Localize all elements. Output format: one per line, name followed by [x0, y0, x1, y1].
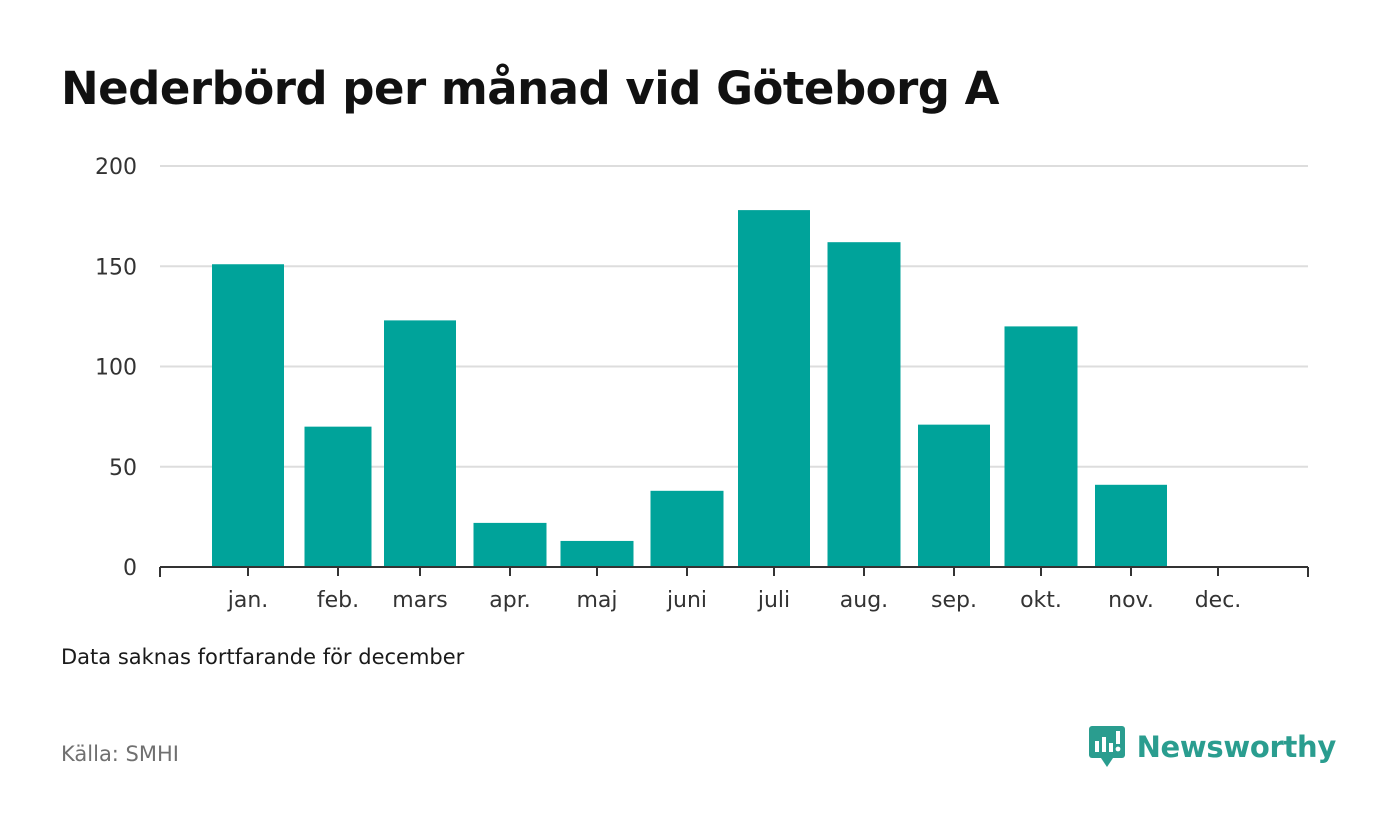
bar-juni: [650, 490, 724, 567]
bar-aug: [827, 242, 901, 567]
chart-title: Nederbörd per månad vid Göteborg A: [61, 62, 999, 115]
x-tick-label: feb.: [317, 588, 359, 613]
bar-okt: [1004, 326, 1078, 567]
y-tick-label: 200: [95, 155, 137, 180]
y-tick-label: 100: [95, 356, 137, 381]
x-tick-label: maj: [576, 588, 617, 613]
footnote: Data saknas fortfarande för december: [61, 645, 465, 669]
y-tick-label: 50: [109, 456, 137, 481]
newsworthy-logo-icon: [1088, 726, 1125, 767]
bar-juli: [738, 210, 810, 568]
bar-jan: [212, 264, 284, 567]
newsworthy-brand[interactable]: Newsworthy: [1088, 726, 1337, 768]
x-tick-label: sep.: [931, 588, 977, 613]
bar-apr: [473, 522, 547, 567]
bar-mars: [384, 320, 456, 567]
bar-feb: [304, 426, 372, 567]
bar-nov: [1095, 484, 1167, 567]
x-tick-label: okt.: [1020, 588, 1062, 613]
x-tick-label: nov.: [1108, 588, 1154, 613]
y-tick-label: 0: [123, 556, 137, 581]
x-tick-label: juli: [757, 588, 790, 613]
source-label: Källa: SMHI: [61, 742, 179, 766]
x-tick-label: apr.: [489, 588, 530, 613]
bar-sep: [918, 424, 990, 567]
x-tick-label: jan.: [227, 588, 269, 613]
brand-name: Newsworthy: [1136, 730, 1337, 764]
bar-maj: [560, 540, 634, 567]
x-tick-label: juni: [666, 588, 707, 613]
x-tick-label: mars: [392, 588, 447, 613]
x-tick-label: aug.: [840, 588, 888, 613]
y-tick-label: 150: [95, 255, 137, 280]
x-tick-label: dec.: [1195, 588, 1242, 613]
